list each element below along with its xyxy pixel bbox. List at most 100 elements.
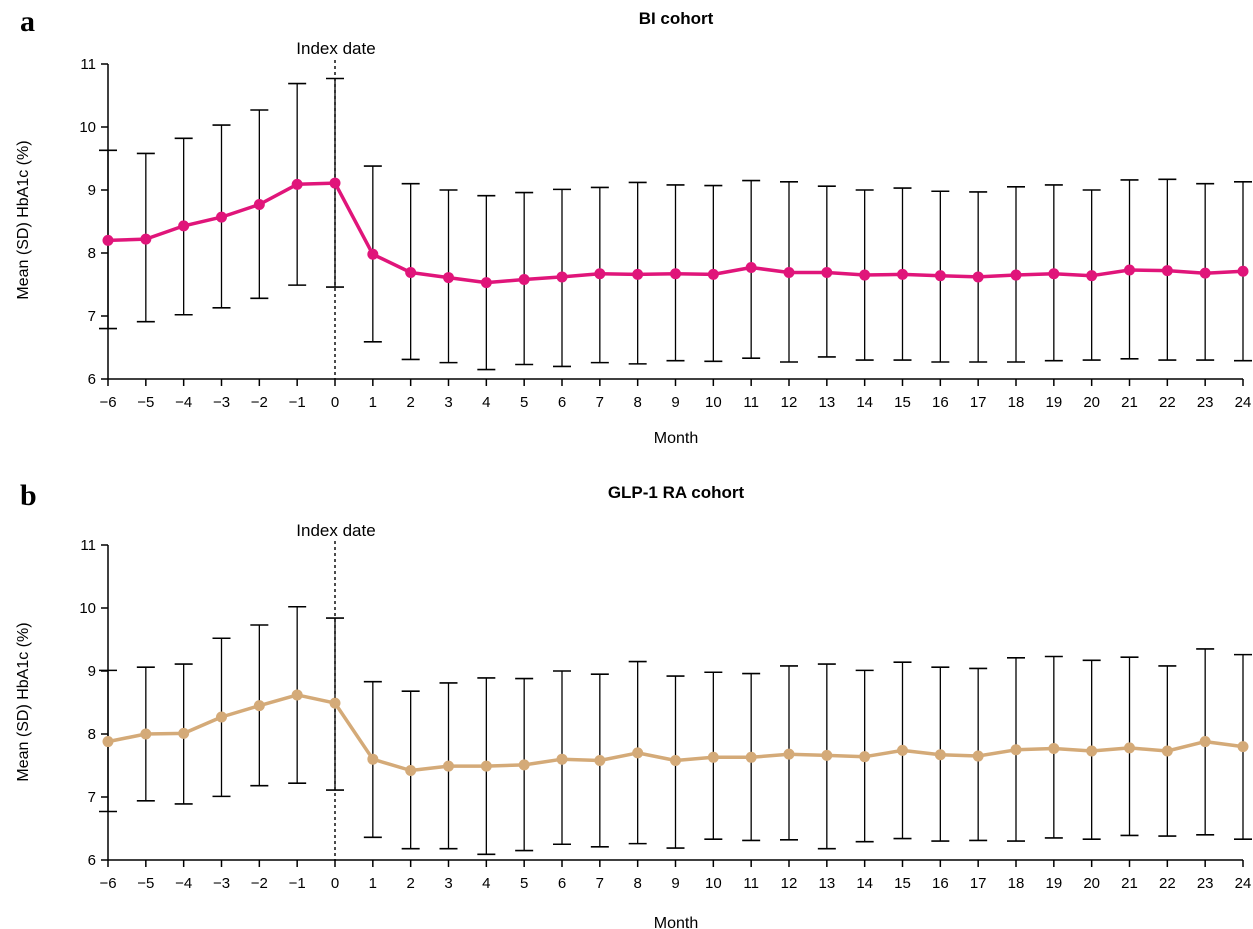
panel-b-mean-point: [480, 760, 492, 772]
panel-a-x-tick-label: 10: [705, 394, 722, 411]
panel-a-x-tick-label: 17: [970, 394, 987, 411]
panel-b-x-tick-label: 4: [482, 875, 490, 892]
panel-a-x-tick-label: 8: [633, 394, 641, 411]
panel-b-x-tick-label: 6: [558, 875, 566, 892]
panel-a-x-tick-label: 1: [369, 394, 377, 411]
panel-a-title: BI cohort: [639, 9, 714, 28]
panel-a-mean-point: [821, 267, 833, 279]
panel-a-x-tick-label: 18: [1008, 394, 1025, 411]
panel-a-mean-point: [1199, 267, 1211, 279]
panel-b-x-tick-label: 14: [856, 875, 873, 892]
panel-b-mean-point: [783, 748, 795, 760]
panel-a-mean-point: [405, 267, 417, 279]
panel-b-mean-point: [632, 747, 644, 759]
panel-a-mean-point: [480, 277, 492, 289]
panel-b-mean-point: [178, 727, 190, 739]
panel-a-x-tick-label: −4: [175, 394, 192, 411]
panel-b-x-tick-label: 16: [932, 875, 949, 892]
panel-b-mean-point: [1124, 742, 1135, 754]
panel-b-x-tick-label: 11: [743, 875, 759, 892]
panel-a-mean-point: [670, 268, 681, 280]
panel-b-mean-point: [934, 749, 946, 761]
panel-b-x-tick-label: 23: [1197, 875, 1214, 892]
panel-a-x-tick-label: 22: [1159, 394, 1176, 411]
panel-b-title: GLP-1 RA cohort: [608, 483, 745, 502]
panel-b-x-tick-label: 7: [596, 875, 604, 892]
panel-b-mean-point: [897, 744, 908, 756]
panel-b-y-tick-label: 9: [88, 663, 96, 680]
panel-b-y-tick-label: 8: [88, 726, 96, 743]
panel-b-x-axis-label: Month: [654, 915, 698, 929]
panel-b-mean-point: [1086, 745, 1098, 757]
panel-b-y-tick-label: 6: [88, 852, 96, 869]
panel-b-x-tick-label: 5: [520, 875, 528, 892]
panel-b-mean-point: [329, 697, 341, 709]
panel-a-x-tick-label: −6: [99, 394, 116, 411]
panel-a-mean-point: [707, 268, 719, 280]
panel-a-x-tick-label: 16: [932, 394, 949, 411]
panel-a-mean-point: [140, 233, 152, 245]
panel-b-mean-point: [443, 760, 454, 772]
panel-a-x-tick-label: −2: [251, 394, 268, 411]
panel-a-x-tick-label: 12: [781, 394, 798, 411]
panel-letter-b: b: [20, 479, 37, 512]
panel-a-mean-point: [632, 268, 644, 280]
panel-b-x-tick-label: 24: [1235, 875, 1252, 892]
panel-a-mean-point: [102, 234, 114, 246]
panel-b-x-tick-label: 3: [444, 875, 452, 892]
panel-a-mean-point: [1161, 265, 1173, 277]
panel-b-x-tick-label: −3: [213, 875, 230, 892]
panel-a-x-tick-label: −3: [213, 394, 230, 411]
panel-a-mean-point: [367, 248, 379, 260]
panel-b-y-tick-label: 10: [79, 600, 96, 617]
panel-a-x-tick-label: 23: [1197, 394, 1214, 411]
panel-a-x-tick-label: −5: [137, 394, 154, 411]
panel-a-index-date-label: Index date: [296, 39, 375, 58]
panel-a-mean-point: [897, 268, 908, 280]
panel-b-mean-point: [556, 753, 568, 765]
panel-b-x-tick-label: 12: [781, 875, 798, 892]
panel-b-mean-point: [1048, 742, 1060, 754]
panel-a-mean-point: [443, 272, 454, 284]
panel-a-x-tick-label: 19: [1045, 394, 1062, 411]
panel-b-x-tick-label: 9: [671, 875, 679, 892]
panel-b-mean-point: [102, 736, 114, 748]
panel-a-mean-point: [1048, 268, 1060, 280]
panel-a-mean-point: [178, 220, 190, 232]
panel-b-x-tick-label: −6: [99, 875, 116, 892]
panel-a-x-tick-label: 4: [482, 394, 490, 411]
panel-b-x-tick-label: 17: [970, 875, 987, 892]
panel-a-x-tick-label: 6: [558, 394, 566, 411]
panel-b-mean-point: [253, 700, 265, 712]
panel-a-mean-point: [556, 271, 568, 283]
panel-b: b GLP-1 RA cohort Mean (SD) HbA1c (%) Mo…: [15, 479, 1252, 929]
panel-b-mean-point: [594, 754, 606, 766]
panel-a-x-tick-label: 3: [444, 394, 452, 411]
panel-a-mean-point: [291, 178, 303, 190]
panel-a-x-tick-label: 21: [1121, 394, 1138, 411]
panel-b-mean-point: [1010, 744, 1022, 756]
panel-a-y-tick-label: 8: [88, 245, 96, 262]
panel-b-x-tick-label: 21: [1121, 875, 1138, 892]
panel-b-mean-point: [291, 689, 303, 701]
panel-b-y-tick-label: 7: [88, 789, 96, 806]
panel-b-index-date-label: Index date: [296, 521, 375, 540]
panel-b-x-tick-label: 18: [1008, 875, 1025, 892]
panel-a-mean-point: [1086, 270, 1098, 282]
panel-a-mean-point: [783, 267, 795, 279]
panel-a-x-tick-label: 2: [406, 394, 414, 411]
panel-b-x-tick-label: 1: [369, 875, 377, 892]
panel-a-mean-point: [934, 270, 946, 282]
panel-b-mean-point: [859, 751, 871, 763]
panel-a-mean-point: [216, 211, 227, 223]
panel-a-y-tick-label: 9: [88, 182, 96, 199]
panel-a-x-tick-label: 20: [1083, 394, 1100, 411]
panel-b-x-tick-label: −1: [289, 875, 306, 892]
panel-a: a BI cohort Mean (SD) HbA1c (%) Month In…: [15, 5, 1252, 447]
panel-a-mean-point: [518, 273, 530, 285]
panel-b-mean-point: [1199, 736, 1211, 748]
panel-b-mean-point: [745, 751, 757, 763]
